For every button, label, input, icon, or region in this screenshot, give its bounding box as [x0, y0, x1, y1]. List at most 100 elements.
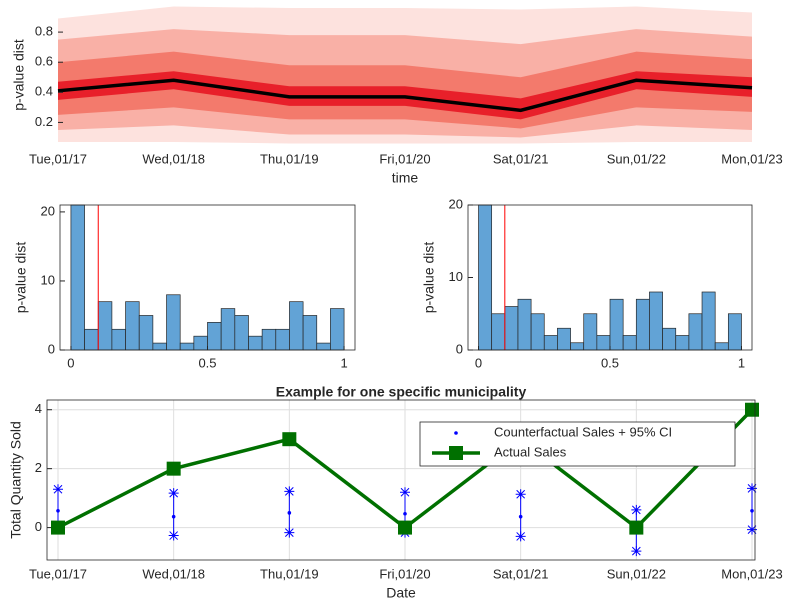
ci-marker: [168, 488, 179, 499]
ci-marker: [747, 483, 757, 494]
x-tick-label: Sat,01/21: [493, 151, 549, 166]
x-tick-label: Thu,01/19: [260, 566, 319, 581]
bar: [583, 313, 598, 351]
bar: [275, 328, 290, 351]
bar: [688, 313, 703, 351]
bar: [543, 335, 558, 351]
x-tick-label: Fri,01/20: [379, 151, 430, 166]
ci-marker: [400, 487, 410, 498]
bar: [701, 291, 716, 351]
x-tick-label: Wed,01/18: [142, 566, 205, 581]
ci-marker: [284, 527, 295, 538]
bar: [727, 313, 742, 351]
y-tick-label: 20: [449, 196, 463, 211]
bar: [557, 327, 571, 351]
x-tick-label: Sun,01/22: [607, 566, 666, 581]
bar: [125, 301, 140, 351]
legend-label: Counterfactual Sales + 95% CI: [494, 424, 672, 439]
ci-marker: [631, 504, 642, 515]
y-tick-label: 0.6: [35, 54, 53, 69]
bar: [609, 298, 624, 351]
x-tick-label: 0.5: [198, 355, 216, 370]
bar: [289, 301, 304, 351]
legend-box: [419, 421, 736, 467]
x-tick-label: 1: [340, 355, 347, 370]
ci-marker: [53, 484, 63, 495]
bar: [649, 291, 663, 351]
bar: [570, 342, 585, 351]
bar: [302, 315, 318, 351]
bar: [234, 315, 249, 351]
x-tick-label: 0.5: [601, 355, 619, 370]
y-tick-label: 0: [456, 341, 463, 356]
y-tick-label: 20: [41, 203, 55, 218]
x-tick-label: Tue,01/17: [29, 151, 87, 166]
point: [403, 511, 407, 516]
y-tick-label: 0.2: [35, 114, 53, 129]
point: [56, 508, 60, 513]
ci-marker: [515, 531, 526, 542]
point: [171, 514, 176, 519]
y-tick-label: 0.8: [35, 24, 53, 39]
point: [287, 511, 292, 515]
ci-marker: [631, 546, 642, 557]
x-tick-label: Sun,01/22: [607, 151, 666, 166]
bar: [714, 342, 729, 351]
x-tick-label: 0: [67, 355, 74, 370]
x-tick-label: Mon,01/23: [721, 566, 782, 581]
x-axis-label: Date: [386, 585, 416, 601]
y-axis-label: p-value dist: [13, 242, 29, 314]
bar: [207, 322, 222, 351]
bar: [330, 308, 345, 351]
point: [750, 508, 754, 513]
x-tick-label: Tue,01/17: [29, 566, 87, 581]
bar: [138, 315, 154, 351]
y-axis-label: p-value dist: [11, 39, 27, 111]
bar: [596, 335, 611, 351]
point: [745, 402, 759, 417]
bar: [179, 342, 195, 351]
bar: [662, 327, 677, 351]
bar: [261, 328, 277, 351]
chart: 0 2 4 Total Quantity Sold Tue,01/17 Wed,01/18…: [8, 384, 783, 601]
bar: [504, 306, 519, 351]
plot-frame: [467, 204, 753, 351]
bar: [517, 298, 532, 351]
x-tick-label: Thu,01/19: [260, 151, 319, 166]
x-axis-label: time: [392, 170, 419, 186]
x-tick-label: 0: [475, 355, 482, 370]
bar: [635, 298, 650, 351]
y-tick-label: 0: [48, 341, 55, 356]
bar: [193, 335, 208, 351]
y-axis-label: Total Quantity Sold: [8, 421, 24, 539]
x-tick-label: Fri,01/20: [379, 566, 430, 581]
ci-marker: [284, 486, 295, 497]
legend-label: Actual Sales: [494, 444, 567, 459]
plot-frame: [59, 204, 356, 351]
chart: 0.2 0.4 0.6 0.8 p-value dist Tue,01/17 Wed,01/…: [11, 6, 783, 186]
point: [629, 520, 644, 535]
bar: [97, 301, 113, 351]
x-tick-label: Wed,01/18: [142, 151, 205, 166]
y-tick-label: 0.4: [35, 84, 53, 99]
point: [166, 461, 181, 476]
y-tick-label: 4: [35, 401, 42, 416]
bar: [70, 204, 85, 351]
y-tick-label: 10: [41, 272, 55, 287]
bar: [220, 308, 236, 351]
y-tick-label: 0: [35, 519, 42, 534]
bar: [491, 313, 506, 351]
point: [282, 432, 297, 447]
median-line: [57, 78, 753, 113]
ci-marker: [747, 524, 757, 535]
y-axis-label: p-value dist: [421, 242, 437, 314]
ci-marker: [515, 489, 526, 500]
chart-title: Example for one specific municipality: [276, 384, 527, 400]
point: [398, 520, 412, 535]
bar: [111, 328, 126, 351]
legend-marker: [454, 431, 458, 435]
bar: [248, 335, 263, 351]
bar: [622, 335, 637, 351]
